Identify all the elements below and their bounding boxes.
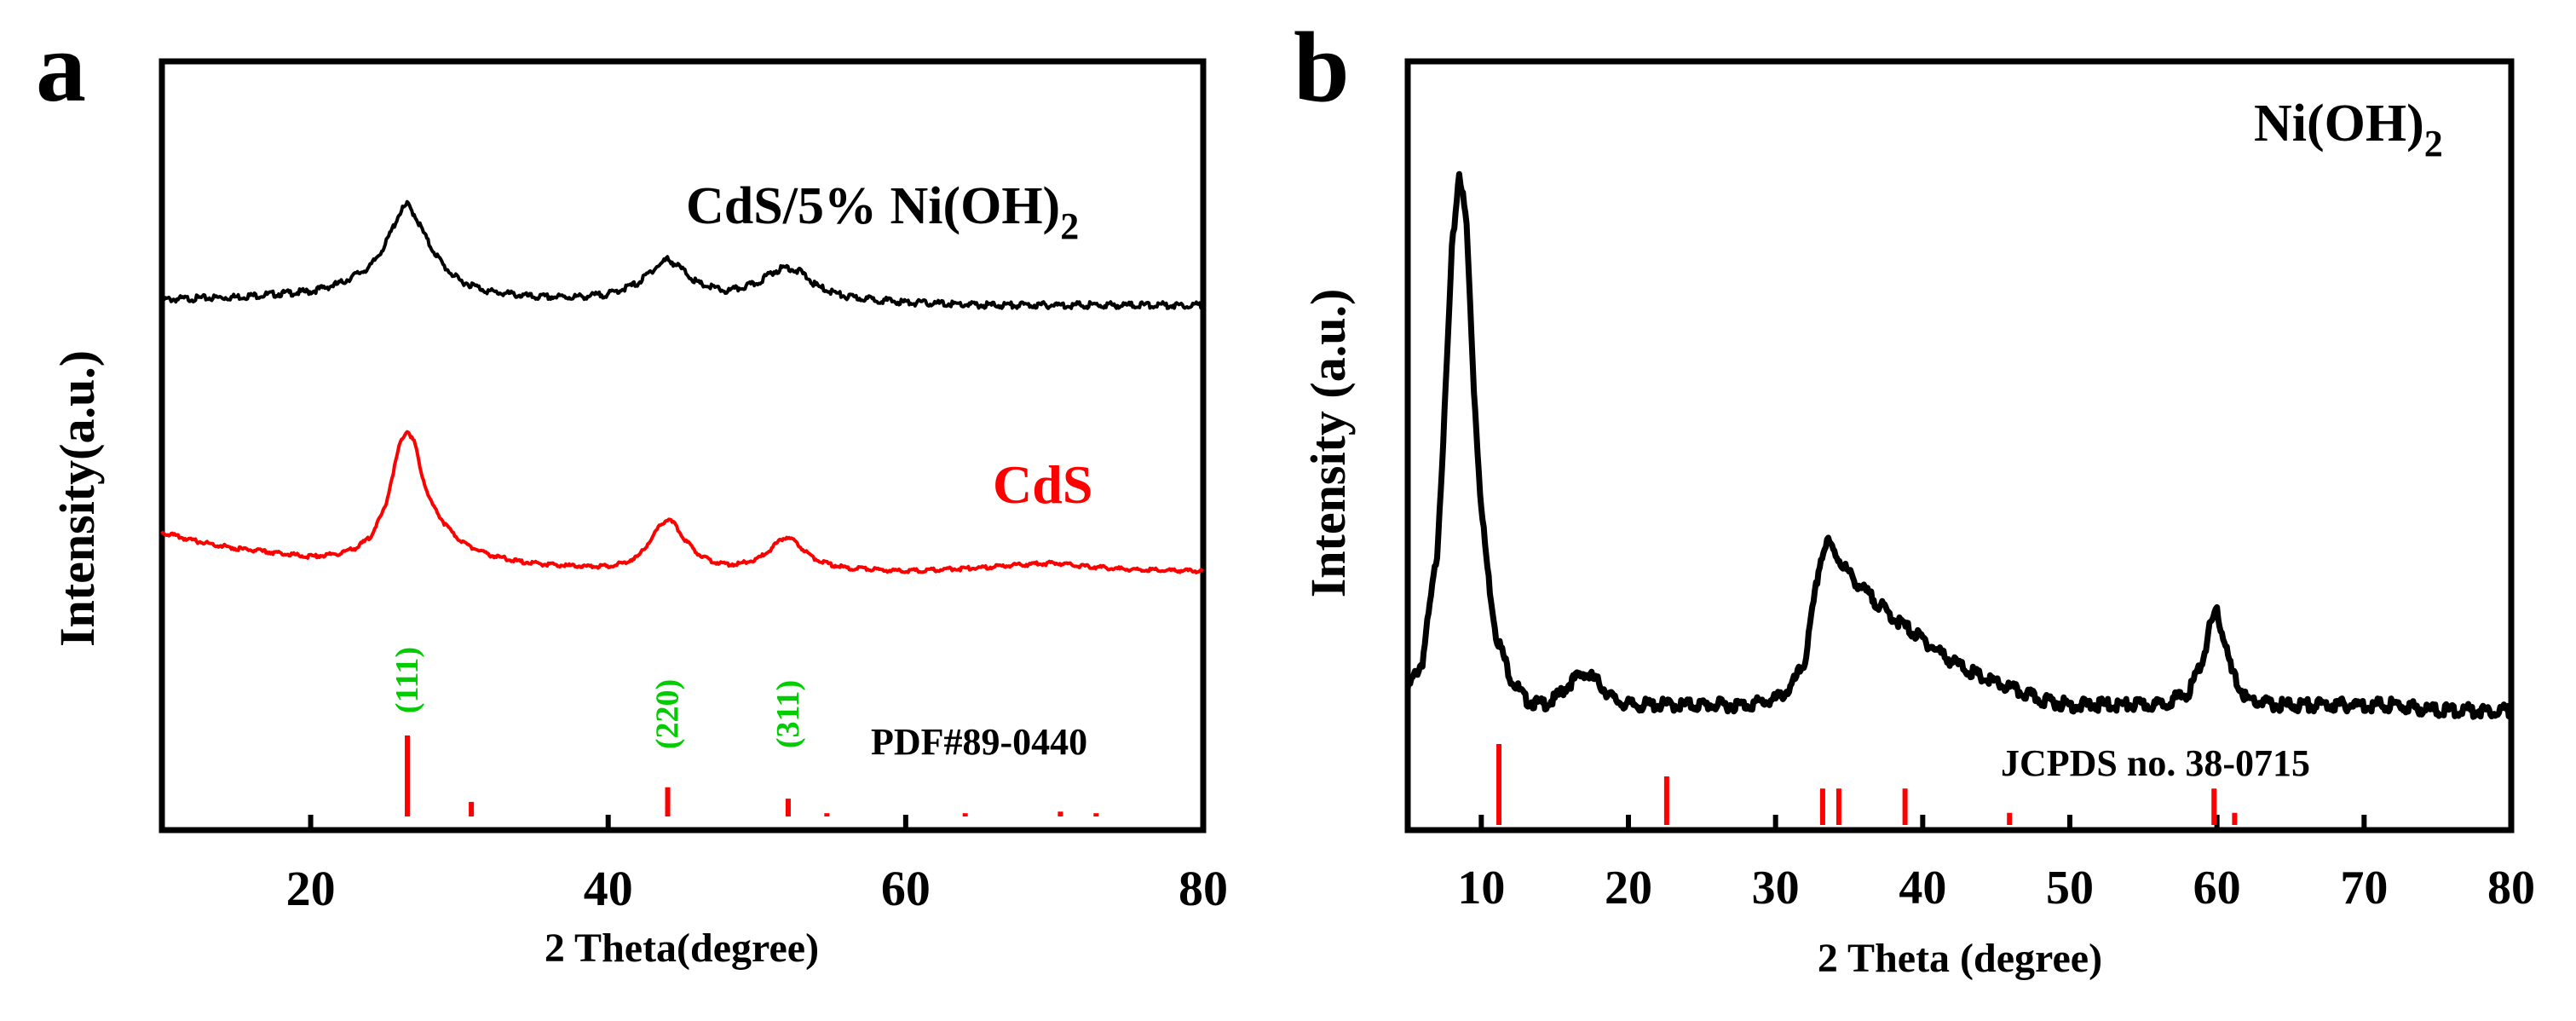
panel-a-reference-label: PDF#89-0440 xyxy=(871,721,1087,763)
panel-a-series-label-cds-ni-oh2: CdS/5% Ni(OH)2 xyxy=(686,177,1079,247)
panel-a-series-label-cds-ni-oh2-sub: 2 xyxy=(1060,205,1079,247)
panel-a-reference-lines xyxy=(405,735,1099,816)
panel-b-label: b xyxy=(1294,11,1350,123)
x-tick-label: 70 xyxy=(2340,862,2388,914)
panel-b-reference-label: JCPDS no. 38-0715 xyxy=(2001,742,2310,784)
x-tick-label: 80 xyxy=(1179,861,1228,916)
panel-b-plot-frame xyxy=(1404,58,2515,834)
panel-a-plot-frame xyxy=(158,58,1207,834)
x-tick-label: 40 xyxy=(584,861,633,916)
panel-a-series-cds-line xyxy=(160,430,1204,574)
panel-a-x-axis-label: 2 Theta(degree) xyxy=(545,926,819,971)
panel-b-series-label-ni-oh2: Ni(OH)2 xyxy=(2254,95,2443,164)
panel-b-series-label-ni-oh2-main: Ni(OH) xyxy=(2254,95,2424,153)
panel-b-y-axis-label: Intensity (a.u.) xyxy=(1300,289,1356,598)
x-tick-label: 10 xyxy=(1457,862,1505,914)
panel-a-hkl-labels: (111) (220) (311) xyxy=(389,647,806,749)
panel-a-series-label-cds: CdS xyxy=(993,454,1092,515)
x-tick-label: 40 xyxy=(1899,862,1946,914)
panel-a-series-label-cds-ni-oh2-main: CdS/5% Ni(OH) xyxy=(686,177,1060,235)
x-tick-label: 20 xyxy=(1605,862,1652,914)
x-tick-label: 20 xyxy=(286,861,336,916)
panel-a-x-ticks: 20 40 60 80 xyxy=(286,815,1228,916)
panel-a-label: a xyxy=(36,11,86,123)
panel-a-y-axis-label: Intensity(a.u.) xyxy=(49,350,105,647)
panel-b: b 10 20 30 40 50 60 70 80 Ni(OH)2 JCPDS no. 38-… xyxy=(1294,11,2535,981)
panel-b-x-ticks: 10 20 30 40 50 60 70 80 xyxy=(1457,815,2535,914)
panel-b-x-axis-label: 2 Theta (degree) xyxy=(1818,936,2102,981)
panel-a: a 20 40 60 80 CdS/5% Ni(OH)2 CdS (111) (220)… xyxy=(36,11,1228,971)
x-tick-label: 60 xyxy=(2193,862,2241,914)
panel-b-series-ni-oh2-line xyxy=(1404,170,2514,720)
hkl-label: (220) xyxy=(650,679,686,749)
panel-a-series-cds-ni-oh2-line xyxy=(160,199,1205,310)
x-tick-label: 30 xyxy=(1752,862,1800,914)
panel-b-reference-lines xyxy=(1496,744,2238,825)
x-tick-label: 60 xyxy=(881,861,931,916)
panel-b-series-label-ni-oh2-sub: 2 xyxy=(2424,123,2443,164)
x-tick-label: 80 xyxy=(2487,862,2535,914)
x-tick-label: 50 xyxy=(2046,862,2094,914)
hkl-label: (311) xyxy=(770,680,806,748)
hkl-label: (111) xyxy=(389,647,425,713)
